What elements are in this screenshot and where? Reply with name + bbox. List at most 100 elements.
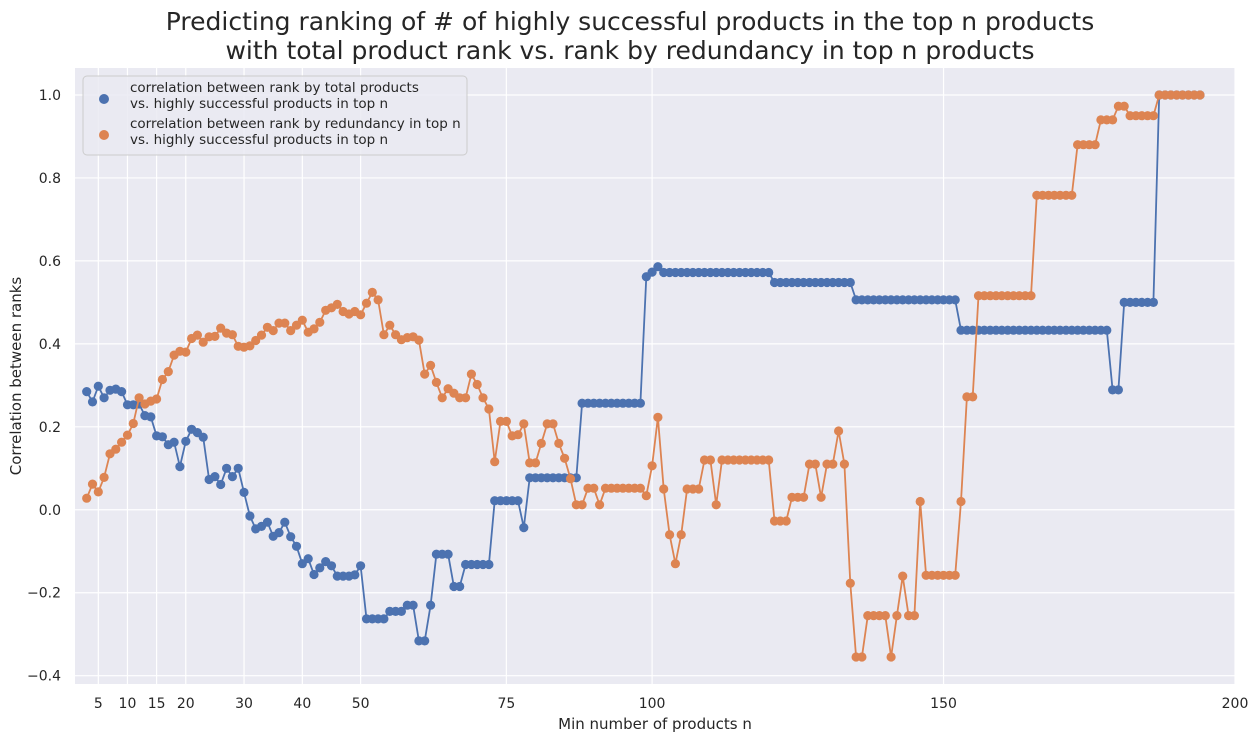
x-tick-label: 100 xyxy=(639,696,666,712)
data-point xyxy=(268,326,278,336)
data-point xyxy=(82,493,92,503)
data-point xyxy=(146,412,156,422)
data-point xyxy=(309,569,319,580)
data-point xyxy=(845,578,855,588)
x-tick-label: 15 xyxy=(148,696,166,712)
data-point xyxy=(93,487,103,497)
series-2 xyxy=(82,90,1205,662)
data-point xyxy=(956,496,966,507)
data-point xyxy=(705,455,716,465)
data-point xyxy=(262,517,272,527)
x-axis-label: Min number of products n xyxy=(558,715,752,733)
data-point xyxy=(332,299,342,309)
data-point xyxy=(665,530,675,540)
data-point xyxy=(280,517,290,527)
data-point xyxy=(641,491,651,501)
data-point xyxy=(426,600,436,610)
grid xyxy=(75,68,1236,684)
data-point xyxy=(379,614,389,624)
data-point xyxy=(484,559,494,570)
data-point xyxy=(519,523,529,533)
data-point xyxy=(764,267,774,278)
data-point xyxy=(256,330,267,340)
legend-marker xyxy=(99,130,109,140)
chart-title: Predicting ranking of # of highly succes… xyxy=(166,7,1094,65)
data-point xyxy=(711,500,721,510)
data-point xyxy=(93,381,103,391)
chart-title-line: Predicting ranking of # of highly succes… xyxy=(166,7,1094,36)
data-point xyxy=(169,437,179,447)
data-point xyxy=(577,500,587,510)
data-point xyxy=(1108,115,1118,125)
x-tick-label: 30 xyxy=(235,696,253,712)
y-tick-label: 0.6 xyxy=(39,254,61,270)
data-point xyxy=(857,652,867,662)
data-point xyxy=(845,277,855,288)
data-point xyxy=(303,554,313,564)
data-point xyxy=(1148,111,1158,121)
y-tick-label: 1.0 xyxy=(39,88,61,104)
data-point xyxy=(799,492,809,502)
data-point xyxy=(111,444,121,454)
data-point xyxy=(886,652,896,662)
data-point xyxy=(239,487,249,497)
axis-ticks: −0.4 −0.2 0.0 0.2 0.4 0.6 0.8 1.0 5 10 15 20 30 40 50 7… xyxy=(27,88,1248,712)
data-point xyxy=(898,571,908,581)
data-point xyxy=(286,532,296,542)
legend-entry: correlation between rank by redundancy i… xyxy=(130,116,461,148)
y-tick-label: 0.2 xyxy=(39,420,61,436)
data-point xyxy=(99,472,109,482)
data-point xyxy=(192,330,202,340)
legend-marker xyxy=(99,94,109,104)
data-point xyxy=(1113,385,1123,395)
legend-frame xyxy=(82,75,468,156)
data-point xyxy=(420,636,430,646)
data-point xyxy=(431,377,441,387)
data-point xyxy=(635,483,646,493)
data-point xyxy=(373,295,383,305)
legend-entry-line: correlation between rank by redundancy i… xyxy=(130,116,461,132)
data-point xyxy=(163,367,173,377)
data-point xyxy=(694,484,704,494)
data-point xyxy=(117,437,127,447)
data-point xyxy=(350,570,360,580)
data-point xyxy=(519,419,529,429)
data-point xyxy=(1067,190,1077,200)
data-point xyxy=(589,483,599,493)
data-point xyxy=(670,559,681,569)
data-point xyxy=(315,563,325,573)
data-point xyxy=(1195,90,1205,100)
y-tick-label: 0.4 xyxy=(39,337,61,353)
data-point xyxy=(181,436,191,446)
data-point xyxy=(222,463,232,473)
data-point xyxy=(1102,325,1112,335)
data-point xyxy=(501,416,511,426)
x-tick-label: 40 xyxy=(293,696,311,712)
data-point xyxy=(781,516,791,526)
data-point xyxy=(280,318,290,328)
data-point xyxy=(455,581,465,592)
data-point xyxy=(834,426,844,436)
data-point xyxy=(478,393,488,403)
data-point xyxy=(274,528,284,538)
chart-title-line: with total product rank vs. rank by redu… xyxy=(225,36,1034,65)
plot-area xyxy=(75,68,1235,684)
data-point xyxy=(909,611,920,621)
data-point xyxy=(198,337,208,347)
x-tick-label: 5 xyxy=(94,696,103,712)
data-point xyxy=(87,397,98,407)
data-point xyxy=(181,347,191,357)
legend-entry: correlation between rank by total produc… xyxy=(130,80,419,112)
data-point xyxy=(128,418,138,429)
data-point xyxy=(117,387,127,397)
data-point xyxy=(122,430,133,440)
data-point xyxy=(565,474,576,484)
data-point xyxy=(950,295,960,305)
data-point xyxy=(915,496,925,507)
data-point xyxy=(210,472,220,482)
data-point xyxy=(198,432,208,442)
x-tick-label: 200 xyxy=(1222,696,1249,712)
data-point xyxy=(297,315,307,325)
data-point xyxy=(880,611,890,621)
data-point xyxy=(513,496,523,506)
